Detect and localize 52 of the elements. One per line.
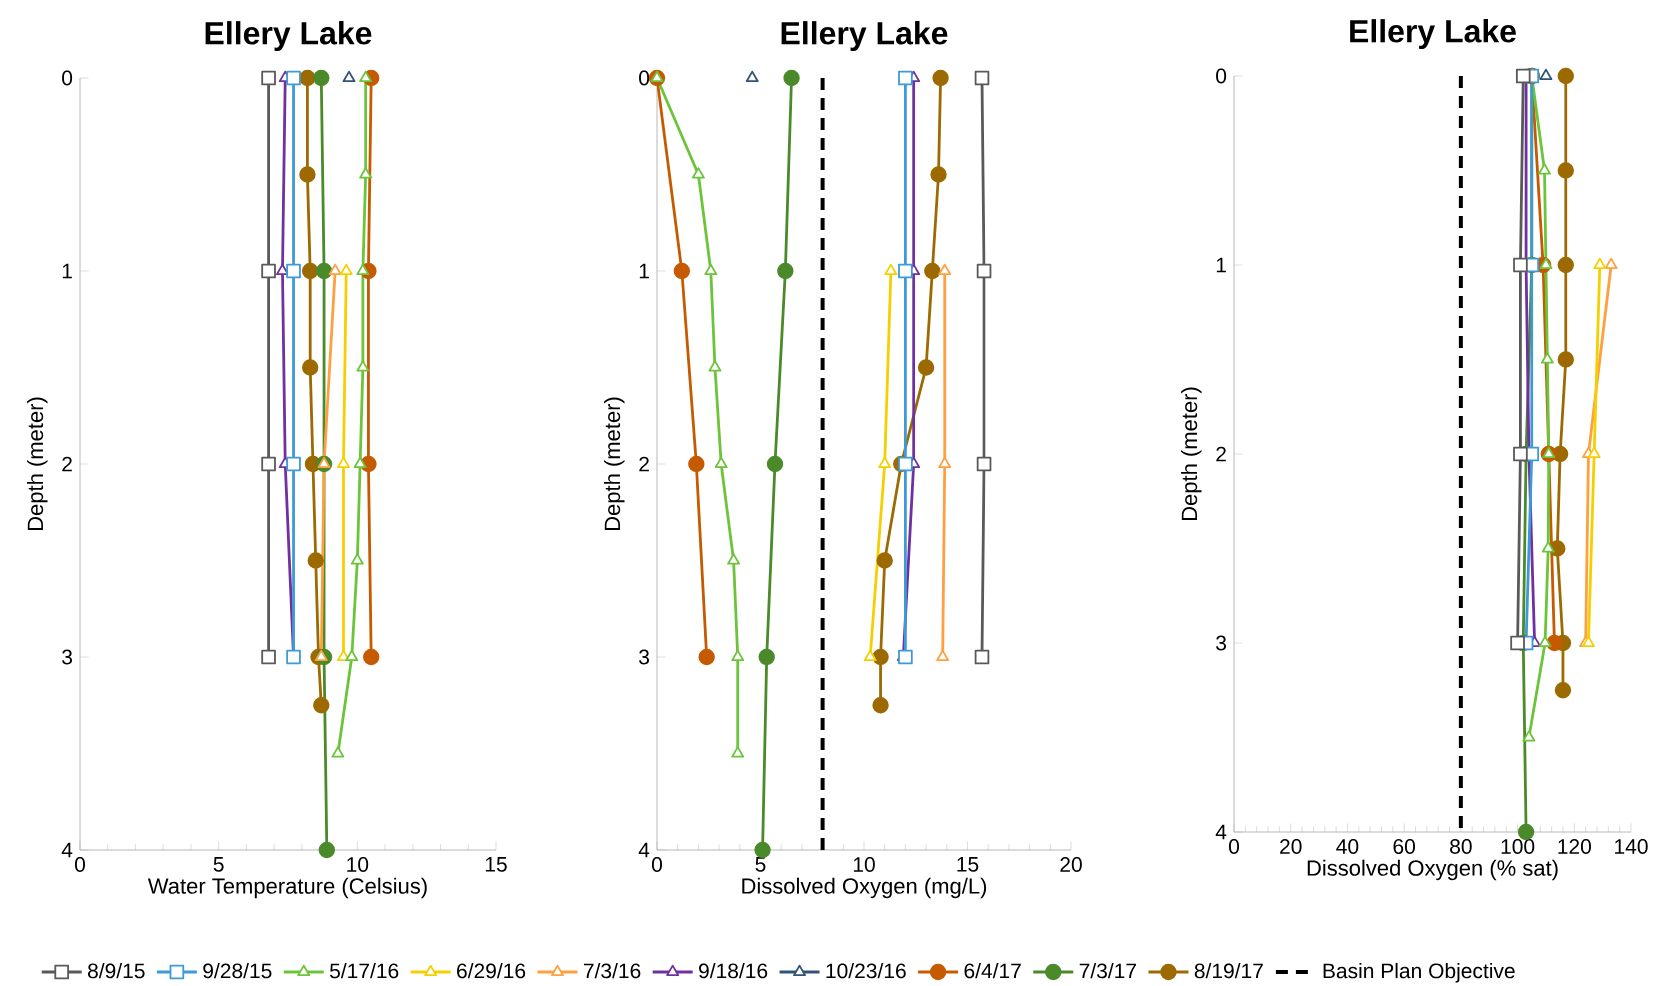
x-axis-title: Dissolved Oxygen (% sat): [1307, 859, 1558, 881]
y-tick-label: 3: [639, 649, 650, 665]
legend-label: 6/4/17: [964, 962, 1021, 979]
y-tick-label: 1: [639, 263, 649, 279]
y-tick-label: 3: [62, 649, 73, 665]
y-tick-label: 2: [1216, 446, 1226, 462]
x-tick-label: 0: [74, 857, 86, 872]
x-tick-label: 15: [957, 857, 979, 872]
x-tick-label: 15: [485, 857, 507, 872]
x-tick-label: 5: [755, 857, 766, 872]
y-tick-label: 3: [1216, 635, 1227, 651]
legend-label: 9/18/16: [699, 962, 768, 979]
y-tick-label: 4: [1215, 824, 1227, 840]
x-tick-label: 80: [1450, 839, 1472, 854]
y-tick-label: 2: [62, 456, 72, 472]
x-tick-label: 60: [1393, 839, 1415, 854]
chart-title: Ellery Lake: [781, 21, 948, 51]
x-axis-title: Dissolved Oxygen (mg/L): [742, 877, 987, 899]
y-tick-label: 0: [1216, 68, 1227, 84]
y-tick-label: 0: [62, 70, 73, 86]
y-tick-label: 1: [1216, 257, 1226, 273]
x-tick-label: 5: [213, 857, 224, 872]
y-tick-label: 1: [62, 263, 72, 279]
y-axis-title: Depth (meter): [604, 397, 625, 531]
legend-label: 7/3/17: [1079, 962, 1136, 979]
x-tick-label: 10: [853, 857, 875, 872]
y-tick-label: 2: [639, 456, 649, 472]
x-tick-label: 0: [1228, 839, 1240, 854]
x-tick-label: 20: [1060, 857, 1082, 872]
x-tick-label: 40: [1336, 839, 1359, 854]
y-axis-title: Depth (meter): [27, 397, 48, 531]
legend-label: 8/9/15: [88, 962, 145, 979]
legend-label: 7/3/16: [583, 962, 641, 979]
chart-title: Ellery Lake: [1350, 19, 1516, 49]
y-tick-label: 4: [61, 842, 73, 858]
legend-label: 5/17/16: [330, 962, 399, 979]
chart-title: Ellery Lake: [205, 21, 372, 51]
x-tick-label: 0: [651, 857, 663, 872]
legend-label: Basin Plan Objective: [1323, 962, 1515, 983]
x-tick-label: 100: [1501, 839, 1535, 854]
legend-label: 6/29/16: [457, 962, 526, 979]
x-tick-label: 140: [1615, 839, 1648, 854]
x-axis-title: Water Temperature (Celsius): [147, 877, 427, 899]
x-tick-label: 10: [347, 857, 369, 872]
y-axis-title: Depth (meter): [1181, 387, 1202, 521]
y-tick-label: 4: [638, 842, 650, 858]
x-tick-label: 20: [1280, 839, 1302, 854]
legend-label: 8/19/17: [1194, 962, 1263, 979]
legend-label: 10/23/16: [826, 962, 906, 979]
legend-label: 9/28/15: [203, 962, 272, 979]
x-tick-label: 120: [1558, 839, 1591, 854]
y-tick-label: 0: [639, 70, 650, 86]
